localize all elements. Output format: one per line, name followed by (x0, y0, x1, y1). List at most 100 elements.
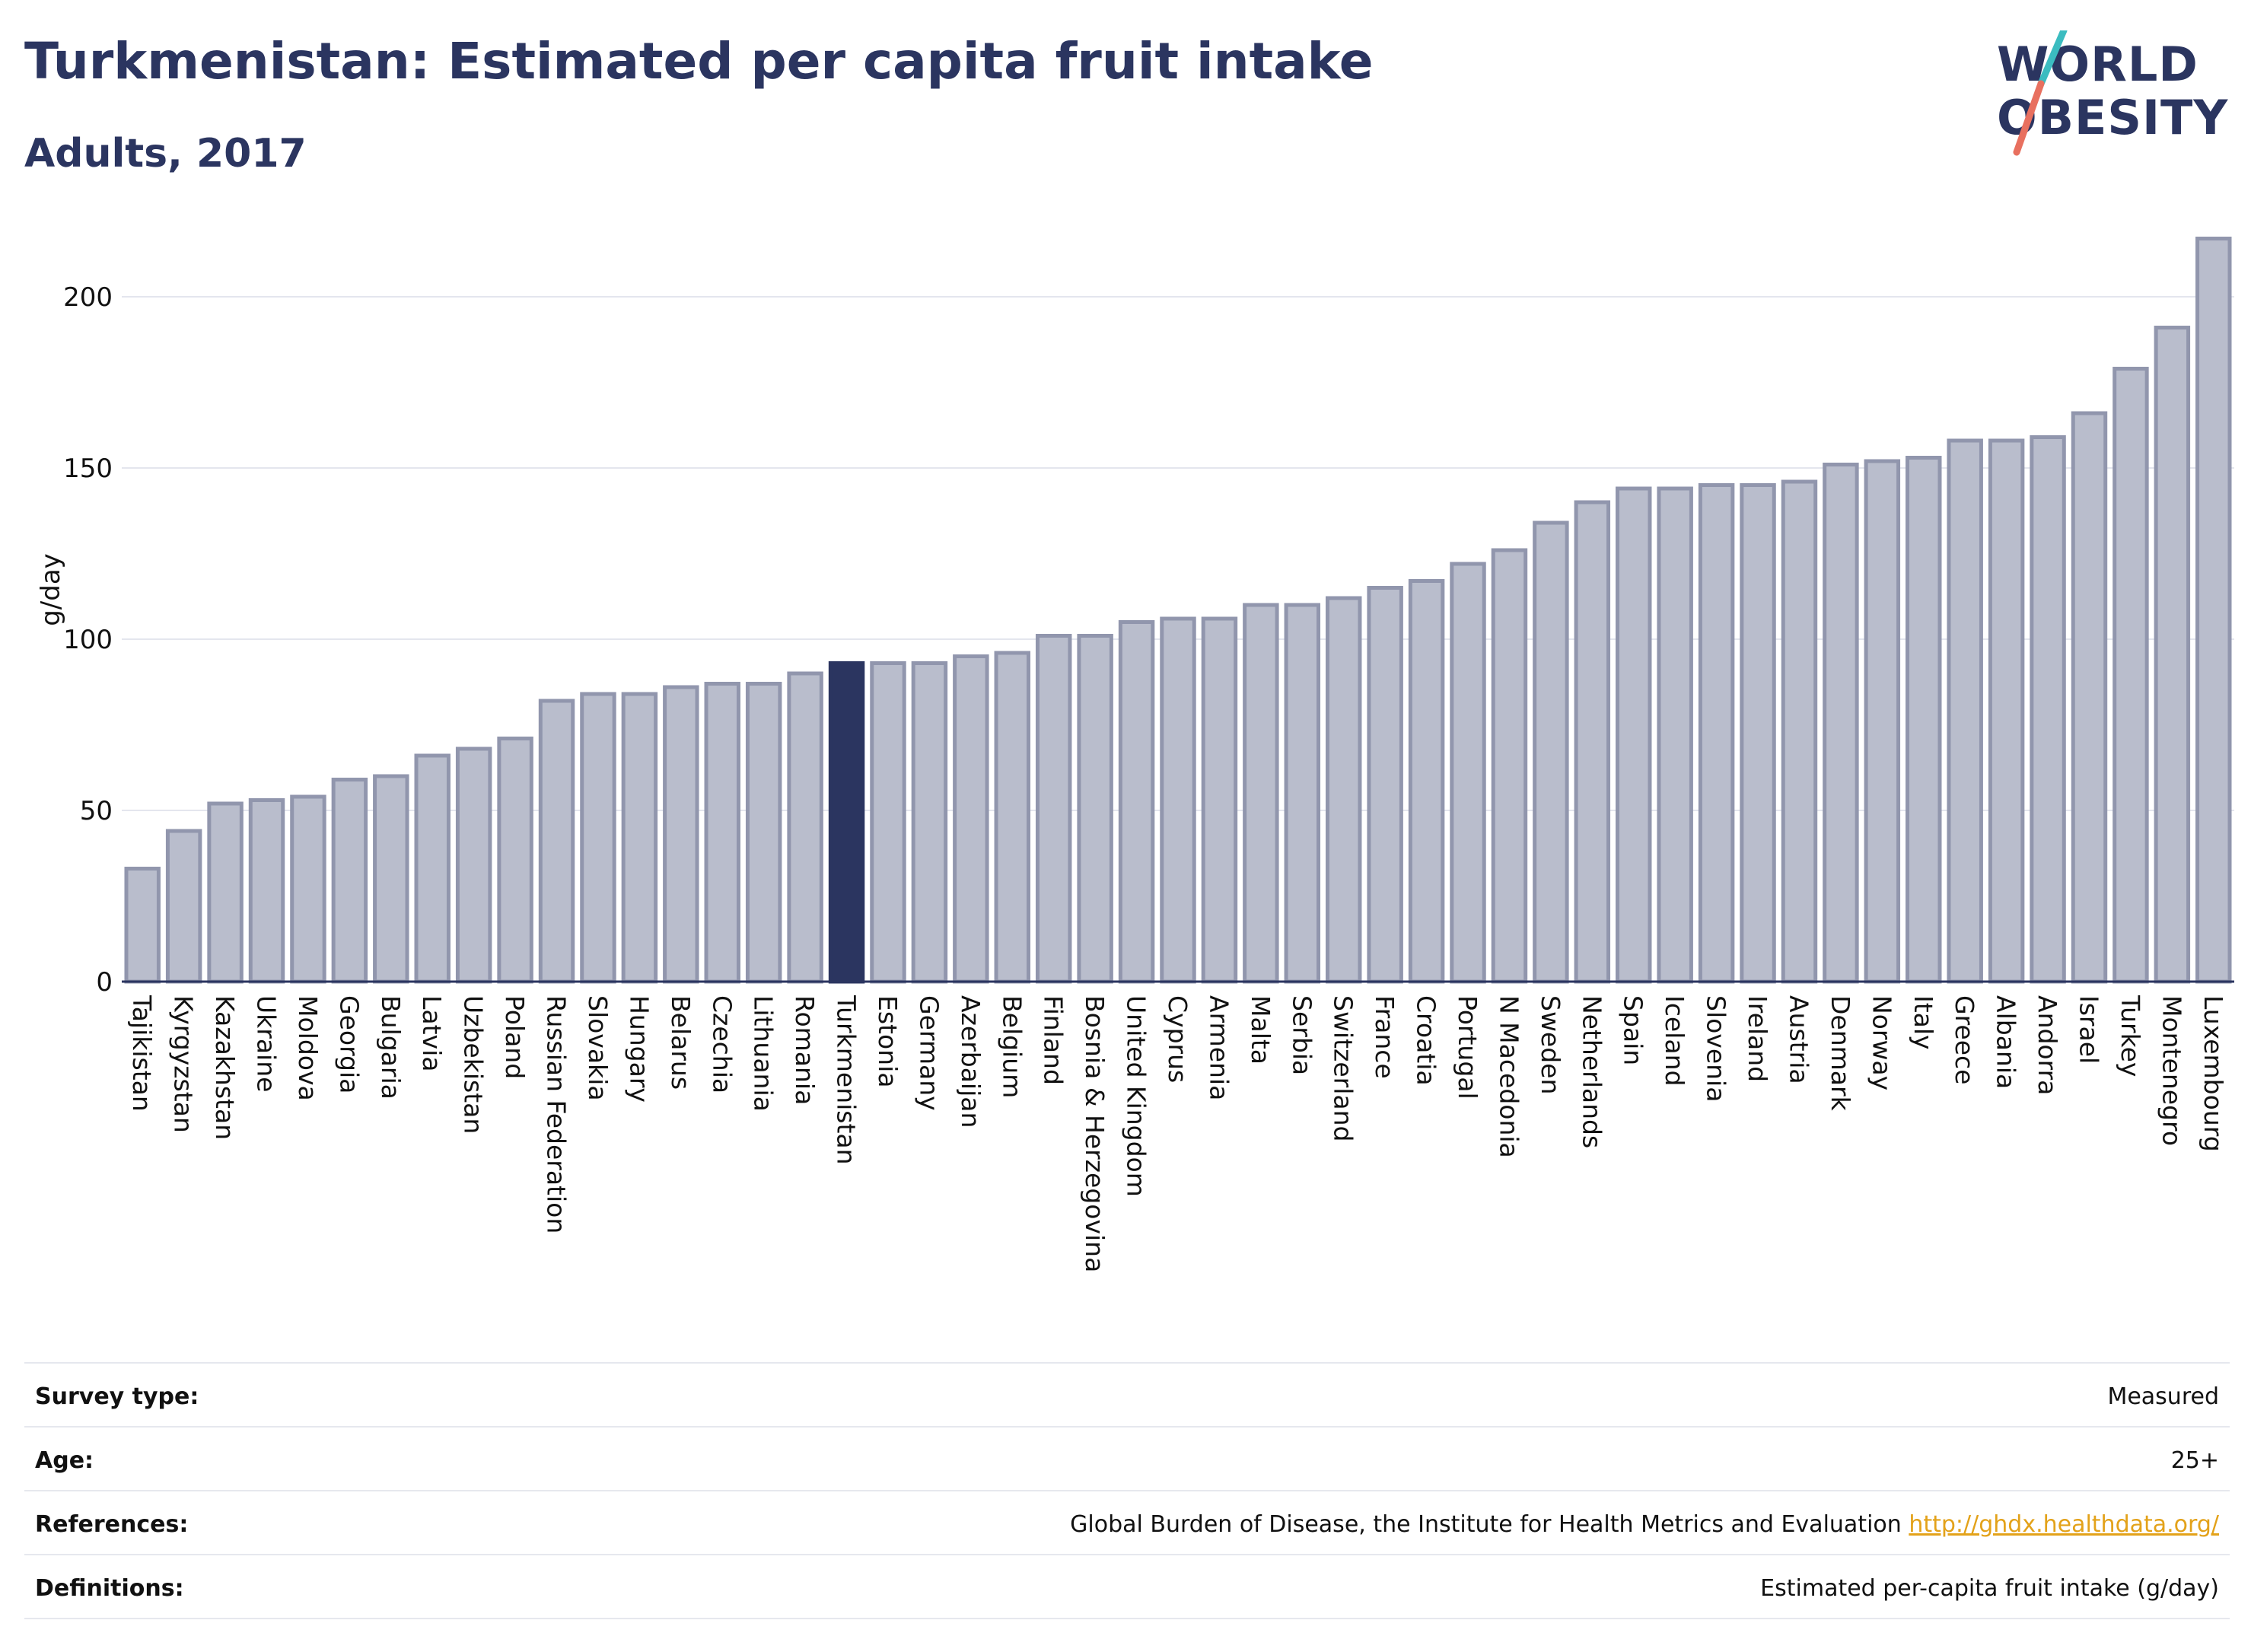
x-tick-label: Tajikistan (127, 995, 157, 1112)
y-axis-ticks: 0 50 100 150 200 (63, 282, 113, 998)
x-tick-label: Slovakia (583, 995, 613, 1101)
bar-portugal (1450, 562, 1486, 984)
bar-slovenia (1698, 483, 1735, 984)
bar-switzerland (1325, 596, 1362, 984)
x-tick-label: Switzerland (1329, 995, 1358, 1142)
bar-andorra (2030, 435, 2066, 984)
x-tick-label: Ireland (1743, 995, 1772, 1082)
bar-ireland (1740, 483, 1776, 984)
x-tick-label: Belarus (666, 995, 696, 1090)
bar-uzbekistan (455, 746, 492, 984)
info-row-references: References: Global Burden of Disease, th… (24, 1490, 2230, 1554)
bar-slovakia (580, 692, 616, 984)
x-tick-label: Malta (1246, 995, 1275, 1065)
logo-line-1: WORLD (1997, 37, 2198, 92)
bar-moldova (290, 794, 326, 984)
x-tick-label: Hungary (624, 995, 654, 1103)
x-tick-label: Andorra (2033, 995, 2062, 1095)
x-tick-label: Latvia (417, 995, 447, 1071)
x-tick-label: United Kingdom (1122, 995, 1151, 1197)
page-subtitle: Adults, 2017 (24, 131, 307, 177)
bar-lithuania (745, 682, 782, 984)
bar-hungary (621, 692, 658, 984)
bar-albania (1988, 438, 2025, 984)
age-value: 25+ (2170, 1447, 2219, 1474)
x-tick-label: Sweden (1536, 995, 1565, 1094)
x-tick-label: Russian Federation (542, 995, 572, 1233)
bar-france (1367, 586, 1403, 984)
bar-turkmenistan (828, 661, 865, 984)
y-tick-label: 100 (63, 625, 113, 655)
x-tick-label: Israel (2074, 995, 2103, 1064)
x-tick-label: Norway (1867, 995, 1896, 1090)
bar-latvia (414, 753, 451, 984)
x-tick-label: Serbia (1287, 995, 1317, 1075)
x-tick-label: Greece (1950, 995, 1979, 1084)
bar-serbia (1284, 603, 1321, 984)
survey-type-label: Survey type: (35, 1383, 199, 1410)
page-title: Turkmenistan: Estimated per capita fruit… (24, 32, 1374, 91)
bar-azerbaijan (953, 654, 989, 984)
x-tick-label: Kazakhstan (210, 995, 240, 1140)
x-tick-label: Belgium (997, 995, 1027, 1098)
bar-czechia (704, 682, 740, 984)
x-tick-label: Iceland (1660, 995, 1689, 1086)
bar-spain (1616, 486, 1652, 984)
bar-malta (1243, 603, 1279, 984)
bar-belarus (663, 685, 699, 984)
x-tick-label: Austria (1784, 995, 1813, 1084)
info-row-definitions: Definitions: Estimated per-capita fruit … (24, 1554, 2230, 1619)
y-axis-label: g/day (36, 553, 66, 626)
x-tick-label: Estonia (873, 995, 903, 1087)
bar-norway (1864, 459, 1901, 984)
bar-germany (911, 661, 948, 984)
logo-slash-icon (2013, 30, 2068, 156)
y-tick-label: 50 (80, 796, 113, 826)
x-tick-label: Germany (914, 995, 944, 1111)
bar-romania (787, 671, 823, 984)
x-tick-label: Denmark (1826, 995, 1855, 1112)
references-link[interactable]: http://ghdx.healthdata.org/ (1909, 1511, 2219, 1538)
bar-austria (1781, 479, 1818, 984)
bar-ukraine (248, 798, 285, 984)
bar-georgia (331, 778, 368, 984)
bar-united-kingdom (1118, 620, 1155, 984)
bar-kazakhstan (207, 801, 244, 984)
x-tick-label: Armenia (1204, 995, 1234, 1100)
bar-poland (497, 737, 533, 984)
x-tick-label: Kyrgyzstan (169, 995, 199, 1133)
info-table: Survey type: Measured Age: 25+ Reference… (24, 1362, 2230, 1619)
x-tick-label: Georgia (334, 995, 364, 1093)
x-tick-label: Portugal (1453, 995, 1482, 1100)
bar-italy (1906, 456, 1942, 984)
bar-israel (2071, 411, 2108, 984)
bar-croatia (1408, 579, 1445, 984)
info-row-age: Age: 25+ (24, 1426, 2230, 1490)
bar-iceland (1657, 486, 1693, 984)
bar-russian-federation (538, 699, 575, 984)
bar-bosnia-herzegovina (1077, 634, 1113, 984)
x-tick-label: Albania (1992, 995, 2021, 1089)
y-tick-label: 150 (63, 454, 113, 484)
bar-bulgaria (373, 774, 409, 984)
x-tick-label: Montenegro (2157, 995, 2186, 1146)
bar-denmark (1823, 463, 1859, 984)
bar-armenia (1201, 616, 1238, 984)
x-tick-label: Poland (500, 995, 530, 1079)
x-tick-label: Ukraine (252, 995, 282, 1092)
x-tick-label: Moldova (293, 995, 323, 1101)
x-tick-label: Cyprus (1163, 995, 1192, 1083)
bar-n-macedonia (1491, 548, 1528, 984)
info-row-survey: Survey type: Measured (24, 1362, 2230, 1426)
x-axis-labels: Tajikistan Kyrgyzstan Kazakhstan Ukraine Mol… (127, 995, 2228, 1272)
x-tick-label: Romania (790, 995, 820, 1105)
x-tick-label: Czechia (707, 995, 737, 1093)
x-tick-label: Bosnia & Herzegovina (1080, 995, 1110, 1272)
bars (124, 237, 2232, 984)
bar-cyprus (1160, 616, 1196, 984)
x-tick-label: Spain (1619, 995, 1648, 1065)
bar-sweden (1533, 520, 1569, 984)
x-tick-label: France (1370, 995, 1399, 1079)
world-obesity-logo: WORLD OBESITY (1986, 30, 2237, 160)
references-value: Global Burden of Disease, the Institute … (1070, 1511, 2219, 1538)
